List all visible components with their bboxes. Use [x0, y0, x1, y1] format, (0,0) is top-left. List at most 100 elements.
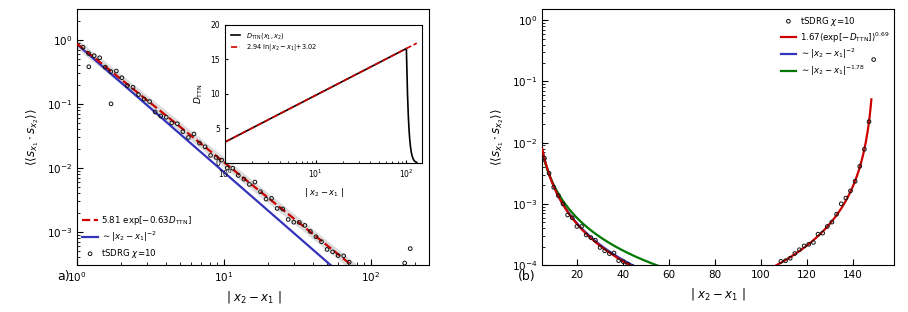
tSDRG $\chi$=10: [648, 279, 663, 284]
tSDRG $\chi$=10: [616, 259, 630, 264]
tSDRG $\chi$=10: [657, 280, 672, 285]
tSDRG $\chi$=10: [607, 251, 621, 256]
tSDRG $\chi$=10: [248, 180, 262, 185]
$\sim$$|x_2-x_1|^{-2}$: [331, 268, 341, 272]
$\sim$$|x_2-x_1|^{-2}$: [301, 243, 312, 246]
tSDRG $\chi$=10: [104, 69, 118, 74]
tSDRG $\chi$=10: [82, 64, 96, 69]
$\sim$$|x_2-x_1|^{-1.78}$: [537, 150, 548, 154]
tSDRG $\chi$=10: [259, 197, 273, 202]
$\sim$$|x_2-x_1|^{-2}$: [686, 287, 696, 291]
tSDRG $\chi$=10: [829, 212, 844, 217]
tSDRG $\chi$=10: [403, 246, 418, 251]
tSDRG $\chi$=10: [588, 238, 603, 243]
tSDRG $\chi$=10: [862, 119, 876, 124]
tSDRG $\chi$=10: [398, 261, 412, 266]
tSDRG $\chi$=10: [848, 179, 863, 184]
tSDRG $\chi$=10: [611, 258, 626, 263]
tSDRG $\chi$=10: [237, 177, 252, 182]
tSDRG $\chi$=10: [292, 220, 307, 225]
tSDRG $\chi$=10: [342, 260, 357, 265]
$\sim$$|x_2-x_1|^{-2}$: [160, 119, 171, 123]
tSDRG $\chi$=10: [820, 224, 834, 229]
$\sim$$|x_2-x_1|^{-1.78}$: [595, 235, 606, 239]
tSDRG $\chi$=10: [132, 92, 146, 97]
tSDRG $\chi$=10: [287, 220, 301, 225]
1.67$\langle$exp$[-D_{\mathrm{TTN}}]\rangle^{0.69}$: [697, 293, 708, 297]
tSDRG $\chi$=10: [231, 173, 245, 178]
tSDRG $\chi$=10: [325, 249, 340, 254]
tSDRG $\chi$=10: [203, 153, 218, 158]
1.67$\langle$exp$[-D_{\mathrm{TTN}}]\rangle^{0.69}$: [621, 261, 632, 265]
tSDRG $\chi$=10: [98, 65, 113, 70]
tSDRG $\chi$=10: [597, 248, 612, 253]
Y-axis label: $\langle\langle s_{x_1} \cdot s_{x_2} \rangle\rangle$: $\langle\langle s_{x_1} \cdot s_{x_2} \r…: [25, 108, 41, 166]
$\sim$$|x_2-x_1|^{-2}$: [621, 260, 632, 264]
tSDRG $\chi$=10: [834, 201, 848, 206]
tSDRG $\chi$=10: [359, 275, 373, 280]
tSDRG $\chi$=10: [866, 57, 881, 62]
tSDRG $\chi$=10: [639, 273, 654, 278]
tSDRG $\chi$=10: [815, 231, 830, 236]
tSDRG $\chi$=10: [723, 284, 737, 289]
$\sim$$|x_2-x_1|^{-1.78}$: [686, 275, 696, 279]
tSDRG $\chi$=10: [175, 129, 190, 134]
$\sim$$|x_2-x_1|^{-2}$: [227, 178, 238, 182]
tSDRG $\chi$=10: [87, 53, 102, 58]
1.67$\langle$exp$[-D_{\mathrm{TTN}}]\rangle^{0.69}$: [866, 97, 877, 101]
1.67$\langle$exp$[-D_{\mathrm{TTN}}]\rangle^{0.69}$: [757, 271, 768, 274]
tSDRG $\chi$=10: [192, 141, 207, 146]
tSDRG $\chi$=10: [736, 277, 751, 282]
tSDRG $\chi$=10: [709, 288, 724, 293]
tSDRG $\chi$=10: [792, 247, 806, 252]
tSDRG $\chi$=10: [672, 284, 686, 289]
tSDRG $\chi$=10: [853, 164, 867, 169]
1.67$\langle$exp$[-D_{\mathrm{TTN}}]\rangle^{0.69}$: [595, 244, 606, 248]
tSDRG $\chi$=10: [593, 245, 607, 250]
tSDRG $\chi$=10: [242, 182, 257, 187]
tSDRG $\chi$=10: [811, 232, 825, 237]
tSDRG $\chi$=10: [309, 234, 323, 239]
tSDRG $\chi$=10: [93, 55, 107, 60]
tSDRG $\chi$=10: [348, 270, 362, 275]
X-axis label: $|\ x_2 - x_1\ |$: $|\ x_2 - x_1\ |$: [690, 285, 746, 302]
tSDRG $\chi$=10: [336, 253, 350, 258]
tSDRG $\chi$=10: [626, 264, 640, 269]
tSDRG $\chi$=10: [565, 215, 579, 220]
tSDRG $\chi$=10: [303, 229, 318, 234]
tSDRG $\chi$=10: [844, 188, 858, 193]
tSDRG $\chi$=10: [751, 272, 765, 277]
tSDRG $\chi$=10: [574, 224, 588, 229]
tSDRG $\chi$=10: [667, 284, 682, 289]
tSDRG $\chi$=10: [104, 101, 118, 106]
tSDRG $\chi$=10: [538, 156, 552, 161]
tSDRG $\chi$=10: [209, 155, 223, 160]
tSDRG $\chi$=10: [75, 45, 90, 50]
5.81 exp$[-0.63D_{\mathrm{TTN}}]$: [331, 251, 341, 255]
tSDRG $\chi$=10: [806, 240, 821, 245]
tSDRG $\chi$=10: [120, 83, 134, 88]
Legend: tSDRG $\chi$=10, 1.67$\langle$exp$[-D_{\mathrm{TTN}}]\rangle^{0.69}$, $\sim$$|x_: tSDRG $\chi$=10, 1.67$\langle$exp$[-D_{\…: [780, 14, 890, 79]
tSDRG $\chi$=10: [264, 196, 279, 201]
5.81 exp$[-0.63D_{\mathrm{TTN}}]$: [301, 227, 312, 231]
tSDRG $\chi$=10: [718, 287, 733, 292]
tSDRG $\chi$=10: [741, 275, 755, 280]
Y-axis label: $\langle\langle s_{x_1} \cdot s_{x_2} \rangle\rangle$: $\langle\langle s_{x_1} \cdot s_{x_2} \r…: [489, 108, 506, 166]
$\sim$$|x_2-x_1|^{-2}$: [274, 219, 285, 223]
tSDRG $\chi$=10: [386, 285, 400, 290]
tSDRG $\chi$=10: [314, 239, 329, 244]
tSDRG $\chi$=10: [253, 189, 268, 194]
tSDRG $\chi$=10: [676, 288, 691, 293]
tSDRG $\chi$=10: [662, 282, 676, 287]
tSDRG $\chi$=10: [153, 114, 168, 119]
tSDRG $\chi$=10: [143, 99, 157, 104]
$\sim$$|x_2-x_1|^{-2}$: [537, 147, 548, 151]
tSDRG $\chi$=10: [569, 224, 584, 229]
$\sim$$|x_2-x_1|^{-1.78}$: [866, 310, 877, 312]
tSDRG $\chi$=10: [787, 251, 802, 256]
tSDRG $\chi$=10: [170, 121, 184, 126]
Line: $\sim$$|x_2-x_1|^{-2}$: $\sim$$|x_2-x_1|^{-2}$: [77, 44, 421, 312]
$\sim$$|x_2-x_1|^{-2}$: [756, 307, 767, 311]
5.81 exp$[-0.63D_{\mathrm{TTN}}]$: [274, 206, 285, 209]
Line: 1.67$\langle$exp$[-D_{\mathrm{TTN}}]\rangle^{0.69}$: 1.67$\langle$exp$[-D_{\mathrm{TTN}}]\ran…: [542, 99, 872, 295]
